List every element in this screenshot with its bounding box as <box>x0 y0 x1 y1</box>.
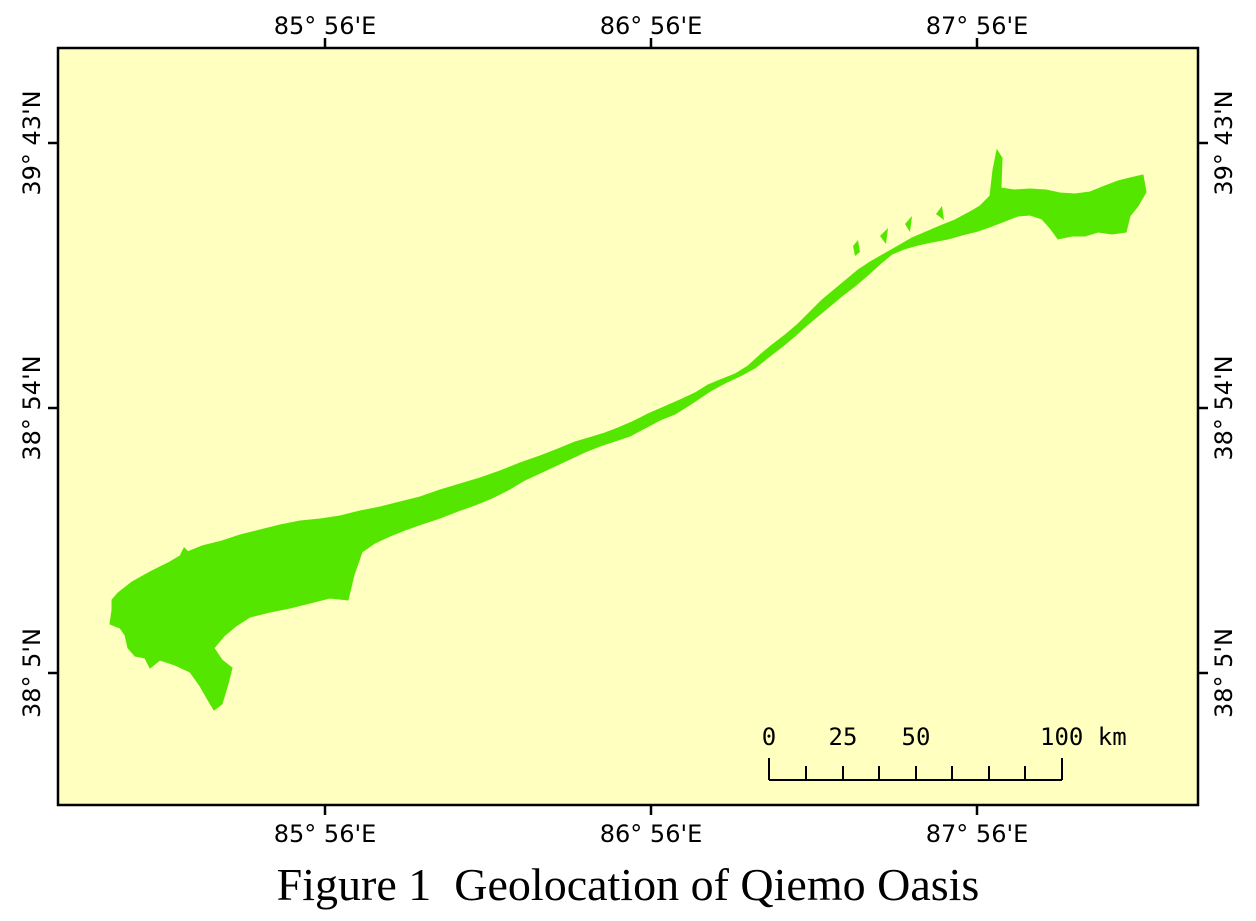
lon-label-bottom: 85° 56'E <box>274 820 376 848</box>
lat-label-right: 38° 54'N <box>1210 355 1238 460</box>
qiemo-oasis-area <box>109 148 1147 711</box>
scale-label-50: 50 <box>902 723 931 751</box>
scale-label-25: 25 <box>829 723 858 751</box>
oasis-patch <box>853 240 860 256</box>
latitude-ticks <box>48 141 1208 675</box>
oasis-patch <box>180 547 190 555</box>
lon-label-bottom: 86° 56'E <box>600 820 702 848</box>
oasis-patch <box>880 228 888 244</box>
scale-label-0: 0 <box>762 723 776 751</box>
lon-label-top: 86° 56'E <box>600 12 702 40</box>
lon-label-top: 85° 56'E <box>274 12 376 40</box>
lat-label-right: 38° 5'N <box>1210 628 1238 718</box>
lat-label-left: 39° 43'N <box>18 90 46 195</box>
longitude-ticks <box>323 38 979 815</box>
lat-label-left: 38° 54'N <box>18 355 46 460</box>
oasis-patch <box>905 216 912 232</box>
scale-label-100km: 100 km <box>1040 723 1127 751</box>
lon-label-bottom: 87° 56'E <box>926 820 1028 848</box>
lon-label-top: 87° 56'E <box>926 12 1028 40</box>
oasis-patch <box>936 206 944 220</box>
lat-label-right: 39° 43'N <box>1210 90 1238 195</box>
scale-bar <box>768 758 1063 781</box>
figure-caption: Figure 1 Geolocation of Qiemo Oasis <box>276 859 980 910</box>
lat-label-left: 38° 5'N <box>18 628 46 718</box>
